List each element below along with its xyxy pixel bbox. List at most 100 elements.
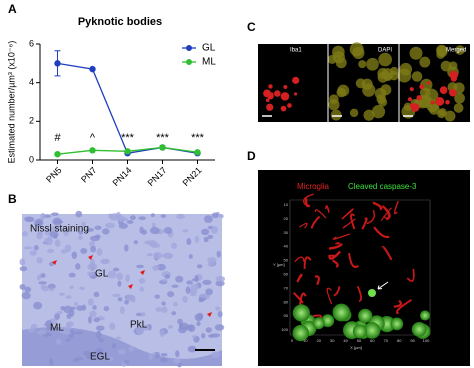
nissl-cell [116, 272, 124, 281]
nissl-cell [171, 242, 178, 249]
legend-label: ML [202, 57, 216, 68]
nissl-cell [191, 335, 197, 339]
nissl-cell [179, 322, 184, 329]
tissue-label: GL [95, 269, 109, 280]
x-tick-label: 50 [357, 338, 362, 343]
axis-label: Y [µm] [273, 262, 285, 267]
nissl-cell [194, 235, 199, 244]
nissl-cell [81, 221, 86, 227]
x-tick-label: 30 [330, 338, 335, 343]
y-tick-label: 20 [284, 216, 289, 221]
x-tick-label: 90 [410, 338, 415, 343]
nissl-cell [154, 351, 160, 359]
nissl-cell [161, 301, 166, 306]
dapi-nucleus [419, 56, 431, 68]
channel-label: DAPI [378, 48, 392, 54]
microglia-process [350, 213, 356, 230]
nissl-cell [207, 261, 216, 267]
nissl-cell [196, 264, 203, 269]
microglia-process [303, 193, 314, 206]
microglia-process [381, 245, 393, 261]
nissl-cell [203, 215, 213, 224]
dapi-nucleus [349, 108, 359, 118]
channel-label: Merged [446, 48, 466, 54]
x-tick-label: 100 [423, 338, 430, 343]
nissl-cell [60, 306, 66, 311]
nissl-cell [33, 301, 43, 310]
nissl-cell [93, 317, 100, 323]
nissl-cell [167, 291, 175, 298]
dapi-nucleus [361, 78, 373, 90]
microglia-process [314, 209, 327, 219]
nissl-cell [176, 213, 185, 219]
nissl-cell [98, 337, 104, 343]
nissl-cell [24, 216, 35, 223]
microglia-cell [410, 103, 420, 112]
y-tick-label: 90 [284, 313, 289, 318]
nissl-cell [19, 266, 28, 272]
nissl-cell [55, 338, 62, 345]
nissl-cell [103, 305, 110, 312]
nissl-cell [111, 342, 117, 349]
nissl-cell [148, 353, 153, 360]
x-tick-label: PN7 [79, 165, 98, 184]
dapi-nucleus [453, 103, 464, 113]
nucleus [312, 317, 325, 330]
nissl-cell [87, 271, 95, 277]
nissl-cell [211, 351, 221, 359]
microglia-cell [416, 95, 422, 101]
y-tick-label: 30 [284, 230, 289, 235]
nissl-cell [201, 333, 206, 339]
nissl-cell [136, 264, 144, 269]
nissl-cell [182, 295, 188, 303]
nucleus [363, 322, 381, 339]
nissl-cell [105, 222, 115, 229]
nissl-cell [201, 228, 210, 236]
panel-label: C [247, 20, 256, 34]
microglia-process [324, 205, 330, 213]
nissl-cell [29, 250, 37, 256]
nissl-cell [115, 336, 121, 340]
nissl-cell [216, 250, 221, 258]
microglia-process [372, 201, 383, 211]
nissl-cell [59, 327, 68, 334]
nissl-cell [38, 230, 43, 238]
nissl-cell [73, 358, 80, 362]
nissl-cell [160, 214, 167, 218]
nissl-cell [144, 240, 154, 245]
nissl-cell [93, 291, 100, 298]
microglia-process [393, 299, 402, 308]
nissl-cell [66, 321, 74, 327]
panel-label: A [8, 2, 17, 16]
nissl-cell [36, 257, 43, 264]
nissl-cell [90, 245, 97, 253]
microglia-cell [419, 84, 425, 90]
tissue-label: PkL [130, 320, 148, 331]
nissl-cell [175, 350, 180, 358]
nissl-cell [211, 212, 219, 219]
nissl-cell [167, 325, 174, 329]
nissl-cell [141, 324, 150, 331]
microglia-process [332, 259, 339, 268]
microglia-cell [265, 98, 270, 103]
nissl-cell [54, 312, 60, 320]
nissl-cell [162, 252, 172, 259]
dapi-nucleus [335, 57, 347, 69]
nissl-cell [69, 308, 75, 317]
nucleus [332, 303, 351, 322]
dapi-nucleus [378, 97, 388, 107]
nissl-cell [125, 274, 130, 282]
microglia-cell [294, 92, 298, 96]
nissl-cell [68, 272, 76, 278]
nissl-cell [19, 258, 26, 266]
annotation: ^ [90, 132, 96, 144]
nissl-cell [79, 286, 86, 290]
annotation: *** [191, 132, 205, 144]
nissl-cell [117, 280, 122, 287]
marker [89, 147, 96, 154]
nissl-cell [101, 258, 110, 265]
nissl-cell [123, 244, 129, 252]
microglia-process [348, 252, 359, 268]
nissl-cell [135, 312, 143, 317]
nissl-cell [175, 275, 184, 283]
